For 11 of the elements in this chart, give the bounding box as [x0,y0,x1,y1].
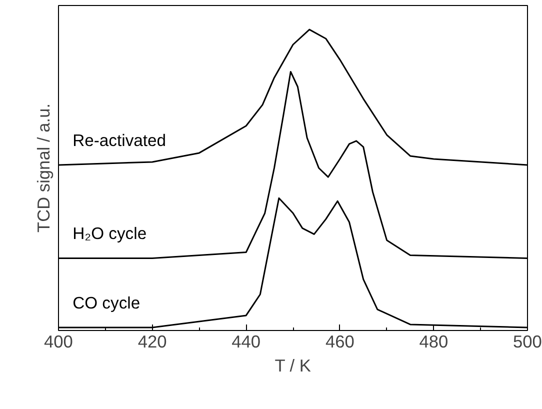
x-tick-label: 500 [513,332,542,352]
x-tick-label: 480 [419,332,448,352]
x-tick-label: 400 [44,332,73,352]
series-label: H₂O cycle [72,224,147,244]
x-tick-label: 440 [232,332,261,352]
x-tick-label: 420 [138,332,167,352]
series-label: Re-activated [72,130,166,150]
series-label: CO cycle [72,293,140,312]
x-tick-label: 460 [325,332,354,352]
y-axis-title: TCD signal / a.u. [34,103,54,233]
x-axis-title: T / K [274,356,312,376]
